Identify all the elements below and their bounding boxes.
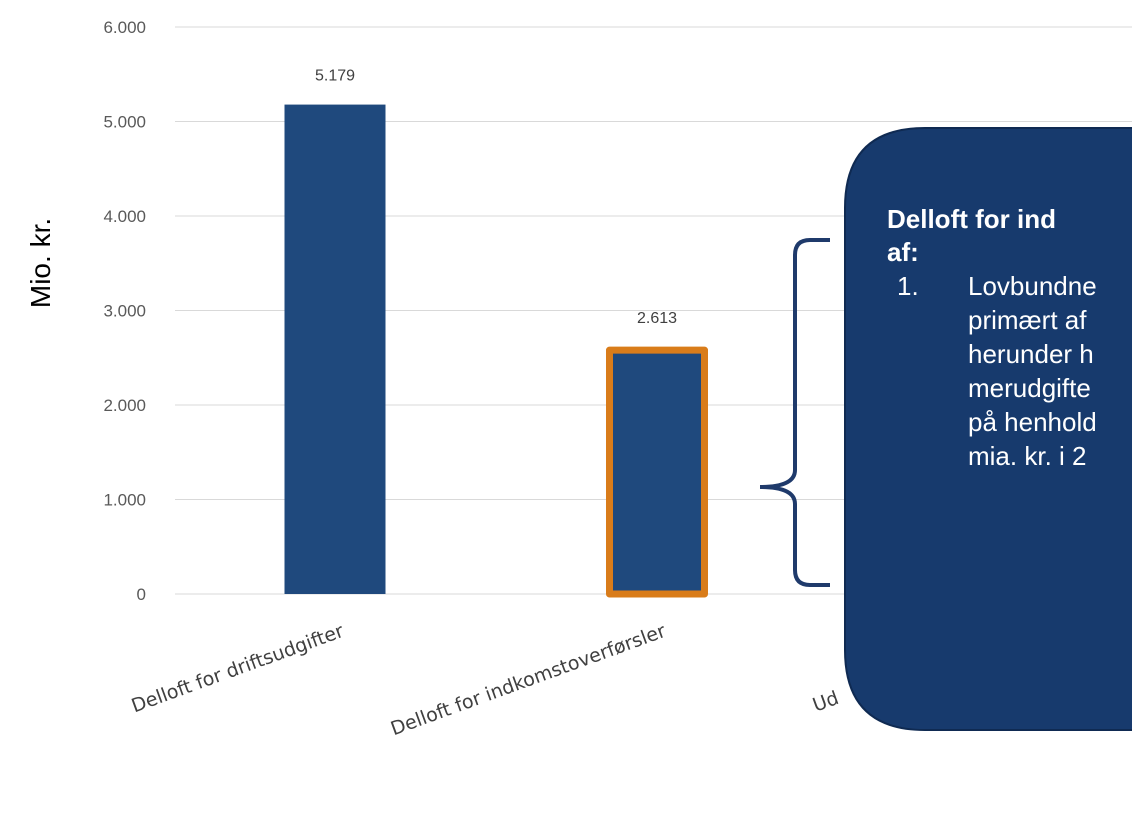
callout-shape <box>844 127 1132 731</box>
y-tick-label: 0 <box>137 585 146 604</box>
callout-heading-line: Delloft for ind <box>887 204 1056 234</box>
callout-body-line: mia. kr. i 2 <box>968 441 1086 471</box>
x-axis-tick-labels: Delloft for driftsudgifter Delloft for in… <box>129 620 842 740</box>
data-label: 2.613 <box>637 310 677 327</box>
callout-body-line: primært af <box>968 305 1087 335</box>
x-tick-label: Delloft for driftsudgifter <box>129 620 347 717</box>
callout-list-number: 1. <box>897 271 919 301</box>
y-axis-title: Mio. kr. <box>25 218 56 308</box>
callout-body-line: Lovbundne <box>968 271 1097 301</box>
y-axis-tick-labels: 0 1.000 2.000 3.000 4.000 5.000 6.000 <box>103 18 146 604</box>
y-tick-label: 3.000 <box>103 302 146 321</box>
y-tick-label: 5.000 <box>103 113 146 132</box>
callout-heading-line: af: <box>887 237 919 267</box>
callout-body-line: merudgifte <box>968 373 1091 403</box>
bar <box>606 346 708 598</box>
y-tick-label: 1.000 <box>103 491 146 510</box>
x-tick-label: Ud <box>810 687 842 717</box>
y-tick-label: 4.000 <box>103 207 146 226</box>
callout-body-line: på henhold <box>968 407 1097 437</box>
x-tick-label: Delloft for indkomstoverførsler <box>388 620 669 740</box>
curly-brace <box>759 238 830 587</box>
callout-box: Delloft for ind af: 1. Lovbundne primært… <box>844 127 1132 731</box>
bars: 5.179 2.613 <box>284 68 708 598</box>
data-label: 5.179 <box>315 68 355 85</box>
bar <box>284 104 386 594</box>
y-tick-label: 2.000 <box>103 396 146 415</box>
y-tick-label: 6.000 <box>103 18 146 37</box>
callout-body-line: herunder h <box>968 339 1094 369</box>
